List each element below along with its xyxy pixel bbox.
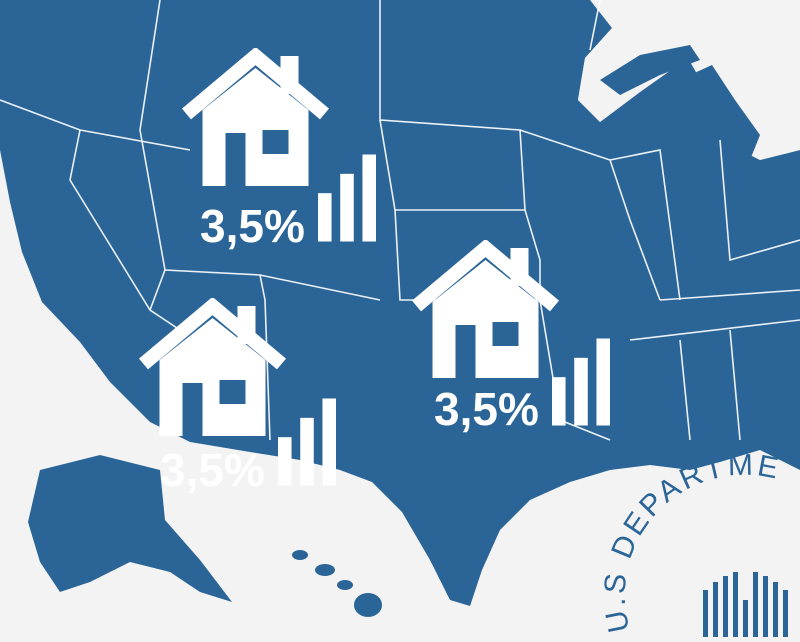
hawaii [292,550,382,617]
marker-label: 3,5% [160,444,265,496]
state-lines [0,0,800,441]
marker-label: 3,5% [434,383,539,435]
marker: 3,5% [187,56,376,252]
mainland [0,0,800,606]
marker: 3,5% [144,306,336,496]
alaska [28,455,232,602]
seal-building [703,572,788,637]
marker-label: 3,5% [200,200,305,252]
marker: 3,5% [417,248,610,435]
